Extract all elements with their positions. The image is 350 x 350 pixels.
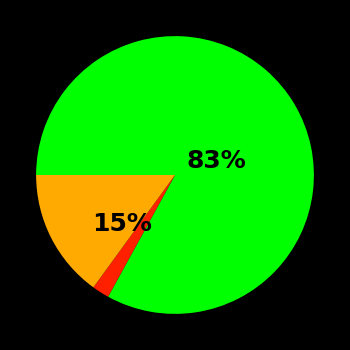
Wedge shape <box>36 36 314 314</box>
Text: 15%: 15% <box>92 212 152 236</box>
Wedge shape <box>93 175 175 297</box>
Text: 83%: 83% <box>187 149 246 173</box>
Wedge shape <box>36 175 175 287</box>
